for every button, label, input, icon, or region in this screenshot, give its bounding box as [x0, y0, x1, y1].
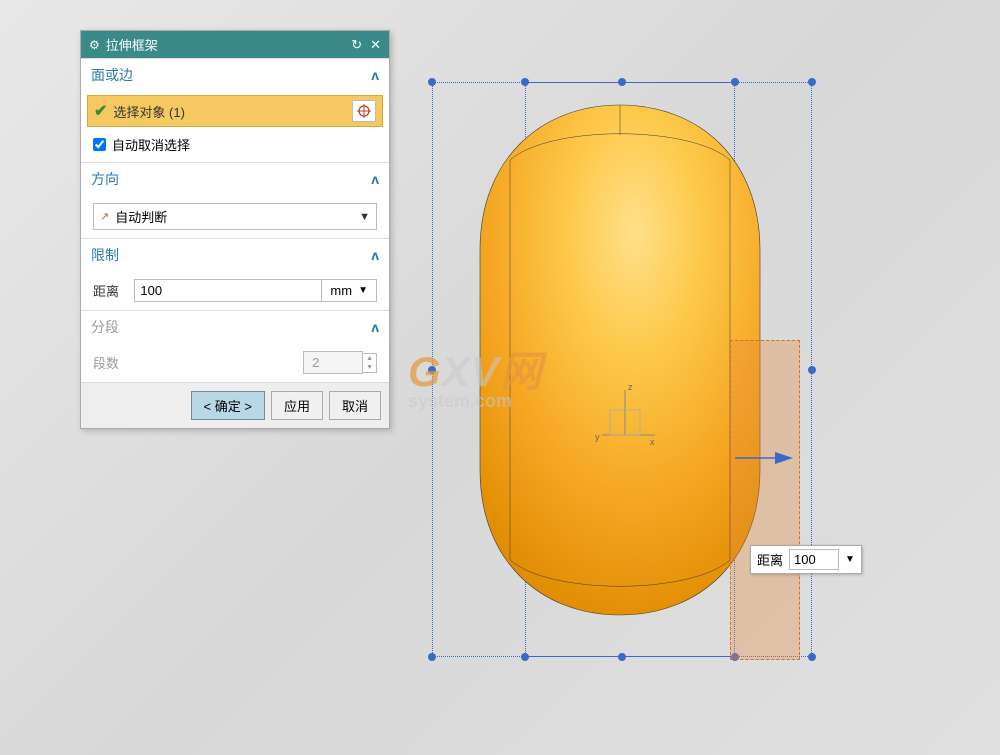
section-limit-body: 距离 mm ▼: [81, 271, 389, 310]
sel-handle[interactable]: [731, 78, 739, 86]
select-object-row[interactable]: ✔ 选择对象 (1): [87, 95, 383, 127]
direction-dropdown[interactable]: ↗ 自动判断 ▼: [93, 203, 377, 230]
direction-arrow[interactable]: [735, 448, 795, 468]
dialog-button-bar: < 确定 > 应用 取消: [81, 382, 389, 428]
spinner-buttons: ▲▼: [363, 353, 377, 373]
extrude-preview: [730, 340, 800, 660]
sel-handle[interactable]: [521, 78, 529, 86]
dialog-title-text: 拉伸框架: [106, 35, 158, 54]
unit-dropdown[interactable]: mm ▼: [322, 279, 377, 302]
distance-input[interactable]: [134, 279, 322, 302]
watermark: GXV网 system.com: [408, 338, 543, 412]
floating-distance-field[interactable]: 距离 ▼: [750, 545, 862, 574]
dropdown-arrow-icon: ▼: [359, 211, 370, 223]
gear-icon: ⚙: [89, 38, 100, 52]
floating-distance-input[interactable]: [789, 549, 839, 570]
close-icon[interactable]: ✕: [370, 37, 381, 53]
chevron-up-icon: ʌ: [371, 171, 379, 187]
ok-button[interactable]: < 确定 >: [191, 391, 265, 420]
section-face-edge-header[interactable]: 面或边 ʌ: [81, 58, 389, 91]
apply-button[interactable]: 应用: [271, 391, 323, 420]
distance-row: 距离 mm ▼: [87, 275, 383, 306]
extrude-dialog: ⚙ 拉伸框架 ↻ ✕ 面或边 ʌ ✔ 选择对象 (1) 自动取消选择 方向 ʌ …: [80, 30, 390, 429]
sel-handle[interactable]: [428, 78, 436, 86]
svg-text:x: x: [650, 437, 655, 447]
segment-count-row: 段数 2 ▲▼: [87, 347, 383, 378]
sel-handle[interactable]: [618, 78, 626, 86]
auto-deselect-checkbox[interactable]: [93, 138, 106, 151]
axis-indicator: z x y: [590, 380, 660, 463]
direction-value: 自动判断: [115, 207, 167, 226]
svg-text:y: y: [595, 432, 600, 442]
sel-handle[interactable]: [618, 653, 626, 661]
sel-handle[interactable]: [521, 653, 529, 661]
dropdown-arrow-icon: ▼: [358, 285, 368, 296]
check-icon: ✔: [94, 101, 107, 121]
section-direction-body: ↗ 自动判断 ▼: [81, 195, 389, 238]
segment-count-label: 段数: [93, 353, 153, 372]
vector-icon: ↗: [100, 210, 109, 223]
auto-deselect-label: 自动取消选择: [112, 135, 190, 154]
distance-label: 距离: [93, 281, 134, 300]
sel-handle[interactable]: [808, 653, 816, 661]
section-direction-header[interactable]: 方向 ʌ: [81, 162, 389, 195]
chevron-up-icon: ʌ: [371, 67, 379, 83]
select-object-label: 选择对象 (1): [113, 102, 348, 121]
sel-handle[interactable]: [808, 78, 816, 86]
segment-count-input: 2: [303, 351, 363, 374]
cancel-button[interactable]: 取消: [329, 391, 381, 420]
section-segment-body: 段数 2 ▲▼: [81, 343, 389, 382]
dialog-titlebar[interactable]: ⚙ 拉伸框架 ↻ ✕: [81, 31, 389, 58]
sel-handle[interactable]: [808, 366, 816, 374]
dropdown-arrow-icon[interactable]: ▼: [845, 554, 855, 565]
section-limit-header[interactable]: 限制 ʌ: [81, 238, 389, 271]
chevron-up-icon: ʌ: [371, 247, 379, 263]
reset-icon[interactable]: ↻: [351, 37, 362, 53]
svg-text:z: z: [628, 382, 633, 392]
section-segment-header[interactable]: 分段 ʌ: [81, 310, 389, 343]
sel-handle[interactable]: [428, 653, 436, 661]
section-face-edge-body: ✔ 选择对象 (1) 自动取消选择: [81, 91, 389, 162]
floating-distance-label: 距离: [757, 550, 783, 569]
target-picker-button[interactable]: [352, 100, 376, 122]
auto-deselect-row[interactable]: 自动取消选择: [87, 131, 383, 158]
chevron-up-icon: ʌ: [371, 319, 379, 335]
